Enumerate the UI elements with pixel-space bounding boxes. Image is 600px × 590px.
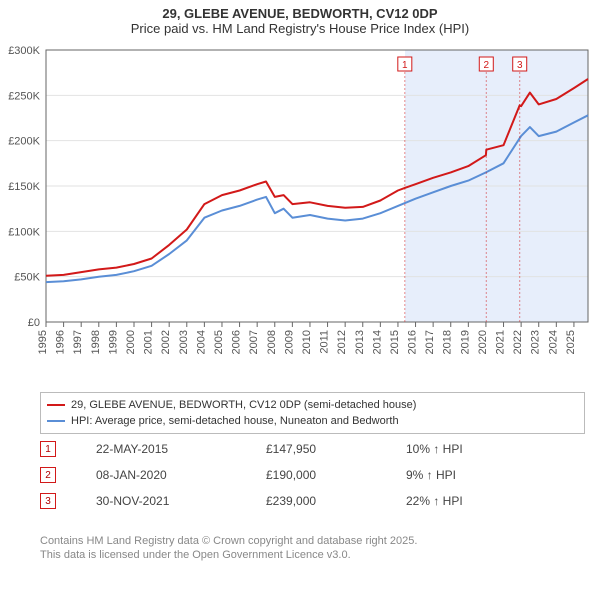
price-chart: £0 £50K £100K £150K £200K £250K £300K 1995 1996 1…: [0, 44, 600, 384]
svg-text:2006: 2006: [231, 330, 243, 354]
svg-text:£250K: £250K: [8, 90, 40, 102]
svg-text:2011: 2011: [319, 330, 331, 354]
svg-text:1998: 1998: [90, 330, 102, 354]
marker-row: 1 22-MAY-2015 £147,950 10% ↑ HPI: [40, 436, 585, 462]
legend-item: 29, GLEBE AVENUE, BEDWORTH, CV12 0DP (se…: [47, 397, 578, 413]
marker-badge: 3: [40, 493, 56, 509]
legend-label: HPI: Average price, semi-detached house,…: [71, 415, 399, 427]
page-title: 29, GLEBE AVENUE, BEDWORTH, CV12 0DP: [0, 0, 600, 21]
footer-attribution: Contains HM Land Registry data © Crown c…: [40, 534, 585, 563]
marker-pct: 10% ↑ HPI: [406, 442, 526, 456]
svg-text:£300K: £300K: [8, 45, 40, 57]
svg-text:2004: 2004: [195, 330, 207, 354]
svg-text:2015: 2015: [389, 330, 401, 354]
legend-label: 29, GLEBE AVENUE, BEDWORTH, CV12 0DP (se…: [71, 399, 416, 411]
svg-text:2024: 2024: [547, 330, 559, 354]
svg-text:2001: 2001: [143, 330, 155, 354]
svg-text:2018: 2018: [442, 330, 454, 354]
svg-text:2013: 2013: [354, 330, 366, 354]
marker-price: £147,950: [266, 442, 366, 456]
marker-pct: 9% ↑ HPI: [406, 468, 526, 482]
marker-row: 3 30-NOV-2021 £239,000 22% ↑ HPI: [40, 488, 585, 514]
marker-date: 30-NOV-2021: [96, 494, 226, 508]
page-subtitle: Price paid vs. HM Land Registry's House …: [0, 21, 600, 40]
svg-text:£200K: £200K: [8, 136, 40, 148]
svg-text:1995: 1995: [37, 330, 49, 354]
svg-text:2014: 2014: [371, 330, 383, 354]
marker-row: 2 08-JAN-2020 £190,000 9% ↑ HPI: [40, 462, 585, 488]
svg-text:2017: 2017: [424, 330, 436, 354]
legend-item: HPI: Average price, semi-detached house,…: [47, 413, 578, 429]
svg-text:2021: 2021: [495, 330, 507, 354]
svg-text:£150K: £150K: [8, 181, 40, 193]
svg-text:2000: 2000: [125, 330, 137, 354]
footer-line: This data is licensed under the Open Gov…: [40, 548, 585, 562]
marker-badge: 1: [40, 441, 56, 457]
svg-text:2019: 2019: [459, 330, 471, 354]
svg-text:1: 1: [402, 60, 408, 71]
marker-table: 1 22-MAY-2015 £147,950 10% ↑ HPI 2 08-JA…: [40, 436, 585, 514]
svg-text:3: 3: [517, 60, 523, 71]
legend-swatch: [47, 420, 65, 422]
marker-badge: 2: [40, 467, 56, 483]
svg-text:£0: £0: [28, 317, 40, 329]
svg-text:2022: 2022: [512, 330, 524, 354]
svg-text:1996: 1996: [55, 330, 67, 354]
marker-price: £190,000: [266, 468, 366, 482]
svg-text:2025: 2025: [565, 330, 577, 354]
svg-text:2008: 2008: [266, 330, 278, 354]
marker-date: 22-MAY-2015: [96, 442, 226, 456]
marker-pct: 22% ↑ HPI: [406, 494, 526, 508]
svg-text:2016: 2016: [407, 330, 419, 354]
svg-text:2: 2: [484, 60, 490, 71]
svg-text:2010: 2010: [301, 330, 313, 354]
chart-legend: 29, GLEBE AVENUE, BEDWORTH, CV12 0DP (se…: [40, 392, 585, 434]
svg-text:£50K: £50K: [14, 272, 40, 284]
marker-price: £239,000: [266, 494, 366, 508]
svg-text:2007: 2007: [248, 330, 260, 354]
svg-text:£100K: £100K: [8, 226, 40, 238]
footer-line: Contains HM Land Registry data © Crown c…: [40, 534, 585, 548]
svg-text:2009: 2009: [283, 330, 295, 354]
svg-text:2002: 2002: [160, 330, 172, 354]
svg-text:2023: 2023: [530, 330, 542, 354]
svg-text:2005: 2005: [213, 330, 225, 354]
legend-swatch: [47, 404, 65, 406]
svg-text:1997: 1997: [72, 330, 84, 354]
chart-svg: £0 £50K £100K £150K £200K £250K £300K 1995 1996 1…: [0, 44, 600, 384]
svg-text:2020: 2020: [477, 330, 489, 354]
svg-text:2003: 2003: [178, 330, 190, 354]
svg-text:2012: 2012: [336, 330, 348, 354]
marker-date: 08-JAN-2020: [96, 468, 226, 482]
svg-text:1999: 1999: [107, 330, 119, 354]
